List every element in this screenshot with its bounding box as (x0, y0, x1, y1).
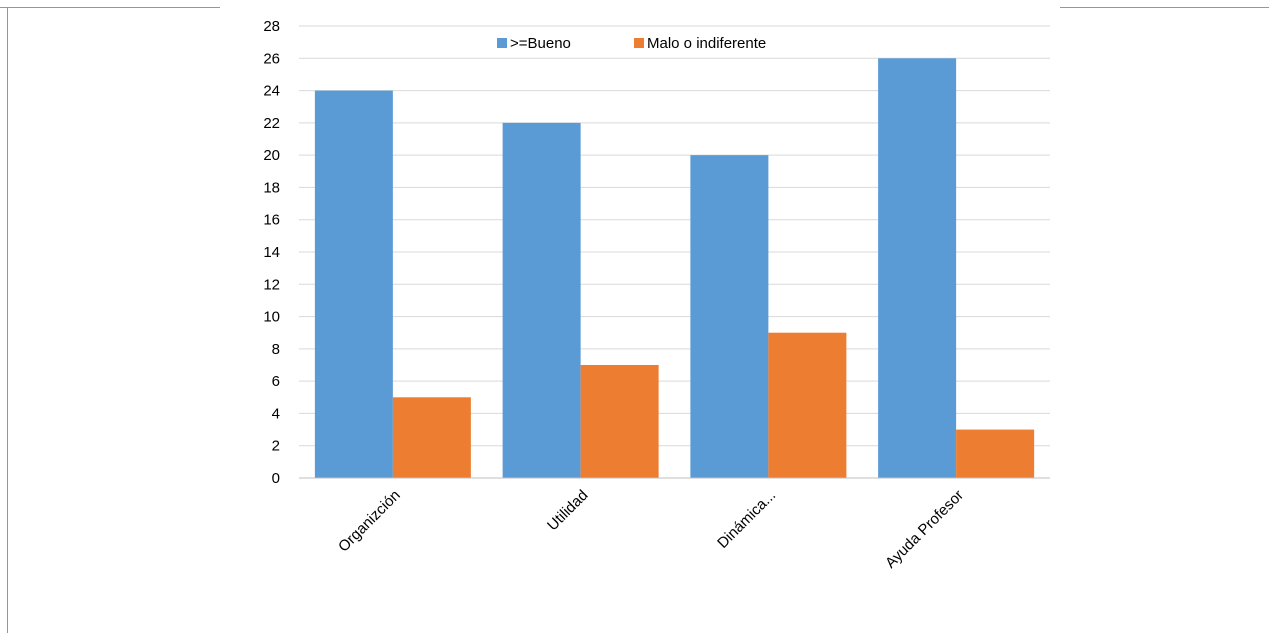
y-tick-label: 0 (272, 470, 280, 487)
legend: >=Bueno Malo o indiferente (497, 35, 766, 52)
frame-border-left (7, 7, 8, 633)
bar-malo-o-indiferente (580, 365, 659, 478)
bar-bueno (878, 58, 957, 479)
x-category-label: Utilidad (544, 487, 591, 534)
legend-swatch (497, 38, 507, 48)
y-tick-label: 6 (272, 373, 280, 390)
bar-malo-o-indiferente (768, 332, 847, 478)
x-category-label: Ayuda Profesor (882, 487, 967, 572)
y-tick-label: 4 (272, 405, 280, 422)
bar-bueno (690, 155, 769, 478)
y-tick-label: 16 (263, 212, 280, 229)
y-tick-label: 26 (263, 50, 280, 67)
y-tick-label: 2 (272, 438, 280, 455)
x-axis-category-labels: Organizción Utilidad Dinámica... Ayuda Prof… (335, 487, 967, 572)
y-tick-label: 24 (263, 83, 280, 100)
bar-bueno (502, 122, 581, 478)
y-tick-label: 20 (263, 147, 280, 164)
legend-swatch (634, 38, 644, 48)
y-tick-label: 14 (263, 244, 280, 261)
y-tick-label: 18 (263, 179, 280, 196)
frame-border-top-right (1060, 7, 1269, 8)
y-tick-label: 28 (263, 18, 280, 35)
x-category-label: Dinámica... (714, 487, 779, 552)
x-category-label: Organizción (335, 487, 404, 556)
y-tick-label: 10 (263, 309, 280, 326)
y-tick-label: 12 (263, 276, 280, 293)
y-tick-label: 8 (272, 341, 280, 358)
bars (314, 58, 1035, 479)
frame-border-top-left (0, 7, 220, 8)
bar-malo-o-indiferente (956, 429, 1035, 478)
y-tick-label: 22 (263, 115, 280, 132)
bar-malo-o-indiferente (392, 397, 471, 478)
legend-label: Malo o indiferente (647, 35, 766, 52)
legend-label: >=Bueno (510, 35, 571, 52)
bar-bueno (314, 90, 393, 479)
